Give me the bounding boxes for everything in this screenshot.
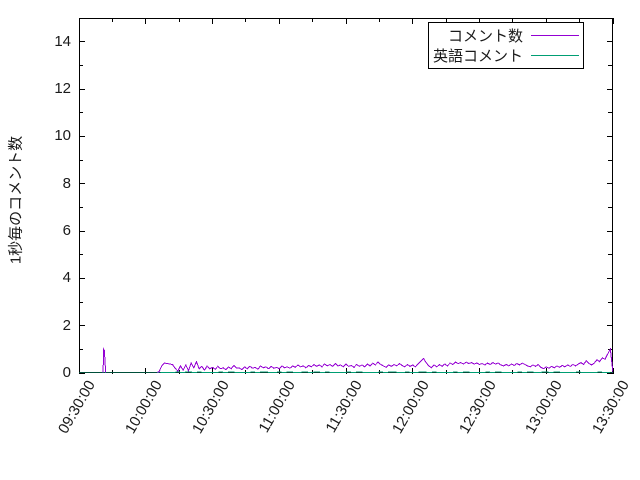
series-line-english-comment	[79, 371, 613, 373]
x-minor-tick-mark-top	[312, 18, 314, 22]
y-tick-label: 6	[62, 222, 71, 239]
legend-swatch-comment-count	[531, 34, 580, 36]
x-tick-label: 10:00:00	[121, 377, 166, 437]
x-tick-mark	[545, 368, 547, 374]
x-tick-mark	[612, 368, 614, 374]
x-minor-tick-mark-top	[378, 18, 380, 22]
x-tick-mark-top	[612, 18, 614, 24]
legend-label-english-comment: 英語コメント	[433, 47, 524, 65]
y-minor-tick-mark	[79, 159, 83, 161]
legend-swatch-english-comment	[531, 54, 580, 56]
y-tick-mark-right	[607, 230, 613, 232]
x-tick-mark-top	[145, 18, 147, 24]
x-tick-mark-top	[412, 18, 414, 24]
y-minor-tick-mark	[79, 64, 83, 66]
x-tick-mark	[145, 368, 147, 374]
x-tick-label: 09:30:00	[54, 377, 99, 437]
y-minor-tick-mark-right	[608, 206, 612, 208]
legend-item-comment-count: コメント数	[433, 25, 580, 45]
x-minor-tick-mark	[111, 370, 113, 374]
y-minor-tick-mark-right	[608, 159, 612, 161]
y-tick-mark	[79, 372, 85, 374]
series-line-comment-count	[79, 347, 613, 373]
legend-item-english-comment: 英語コメント	[433, 45, 580, 65]
x-minor-tick-mark-top	[178, 18, 180, 22]
y-tick-label: 12	[54, 80, 71, 97]
y-tick-mark-right	[607, 88, 613, 90]
y-minor-tick-mark-right	[608, 64, 612, 66]
x-tick-mark-top	[345, 18, 347, 24]
y-tick-mark-right	[607, 41, 613, 43]
x-tick-label: 10:30:00	[188, 377, 233, 437]
plot-series-canvas	[79, 347, 613, 373]
y-minor-tick-mark	[79, 206, 83, 208]
x-tick-mark-top	[278, 18, 280, 24]
y-tick-mark	[79, 41, 85, 43]
x-minor-tick-mark-top	[245, 18, 247, 22]
y-minor-tick-mark-right	[608, 112, 612, 114]
x-tick-label: 12:00:00	[388, 377, 433, 437]
y-tick-mark	[79, 135, 85, 137]
y-minor-tick-mark	[79, 112, 83, 114]
x-minor-tick-mark-top	[445, 18, 447, 22]
x-tick-label: 11:00:00	[255, 377, 300, 436]
y-minor-tick-mark	[79, 254, 83, 256]
y-tick-label: 0	[62, 364, 71, 381]
x-tick-label: 13:00:00	[522, 377, 567, 437]
x-tick-label: 13:30:00	[588, 377, 633, 437]
y-tick-mark	[79, 325, 85, 327]
y-tick-mark-right	[607, 325, 613, 327]
y-minor-tick-mark	[79, 348, 83, 350]
x-minor-tick-mark-top	[512, 18, 514, 22]
y-tick-mark	[79, 183, 85, 185]
x-tick-mark	[78, 368, 80, 374]
y-minor-tick-mark-right	[608, 254, 612, 256]
y-tick-mark-right	[607, 135, 613, 137]
y-minor-tick-mark	[79, 301, 83, 303]
x-tick-mark	[212, 368, 213, 374]
x-tick-mark-top	[212, 18, 213, 24]
y-tick-label: 8	[62, 174, 71, 192]
y-tick-mark-right	[607, 183, 613, 185]
y-tick-label: 10	[54, 127, 71, 145]
y-tick-mark	[79, 230, 85, 232]
x-tick-mark	[345, 368, 347, 374]
x-minor-tick-mark-top	[579, 18, 581, 22]
y-tick-label: 14	[54, 32, 71, 50]
x-tick-label: 12:30:00	[455, 377, 500, 437]
y-axis-title: 1秒毎のコメント数	[7, 135, 25, 265]
plot-frame	[79, 18, 613, 373]
x-minor-tick-mark-top	[111, 18, 113, 22]
y-tick-mark-right	[607, 372, 613, 374]
x-tick-mark-top	[78, 18, 80, 24]
y-tick-mark	[79, 277, 85, 279]
legend: コメント数 英語コメント	[428, 22, 585, 69]
legend-label-comment-count: コメント数	[448, 27, 524, 45]
y-tick-mark-right	[607, 277, 613, 279]
y-axis-title-wrap: 1秒毎のコメント数	[4, 100, 26, 300]
x-tick-mark	[278, 368, 280, 374]
y-minor-tick-mark-right	[608, 301, 612, 303]
x-tick-mark	[479, 368, 480, 374]
x-tick-label: 11:30:00	[322, 377, 366, 436]
y-tick-mark	[79, 88, 85, 90]
x-tick-mark-top	[545, 18, 547, 24]
x-tick-mark	[412, 368, 414, 374]
y-tick-label: 2	[62, 316, 71, 334]
y-tick-label: 4	[62, 269, 71, 287]
x-tick-mark-top	[479, 18, 480, 24]
